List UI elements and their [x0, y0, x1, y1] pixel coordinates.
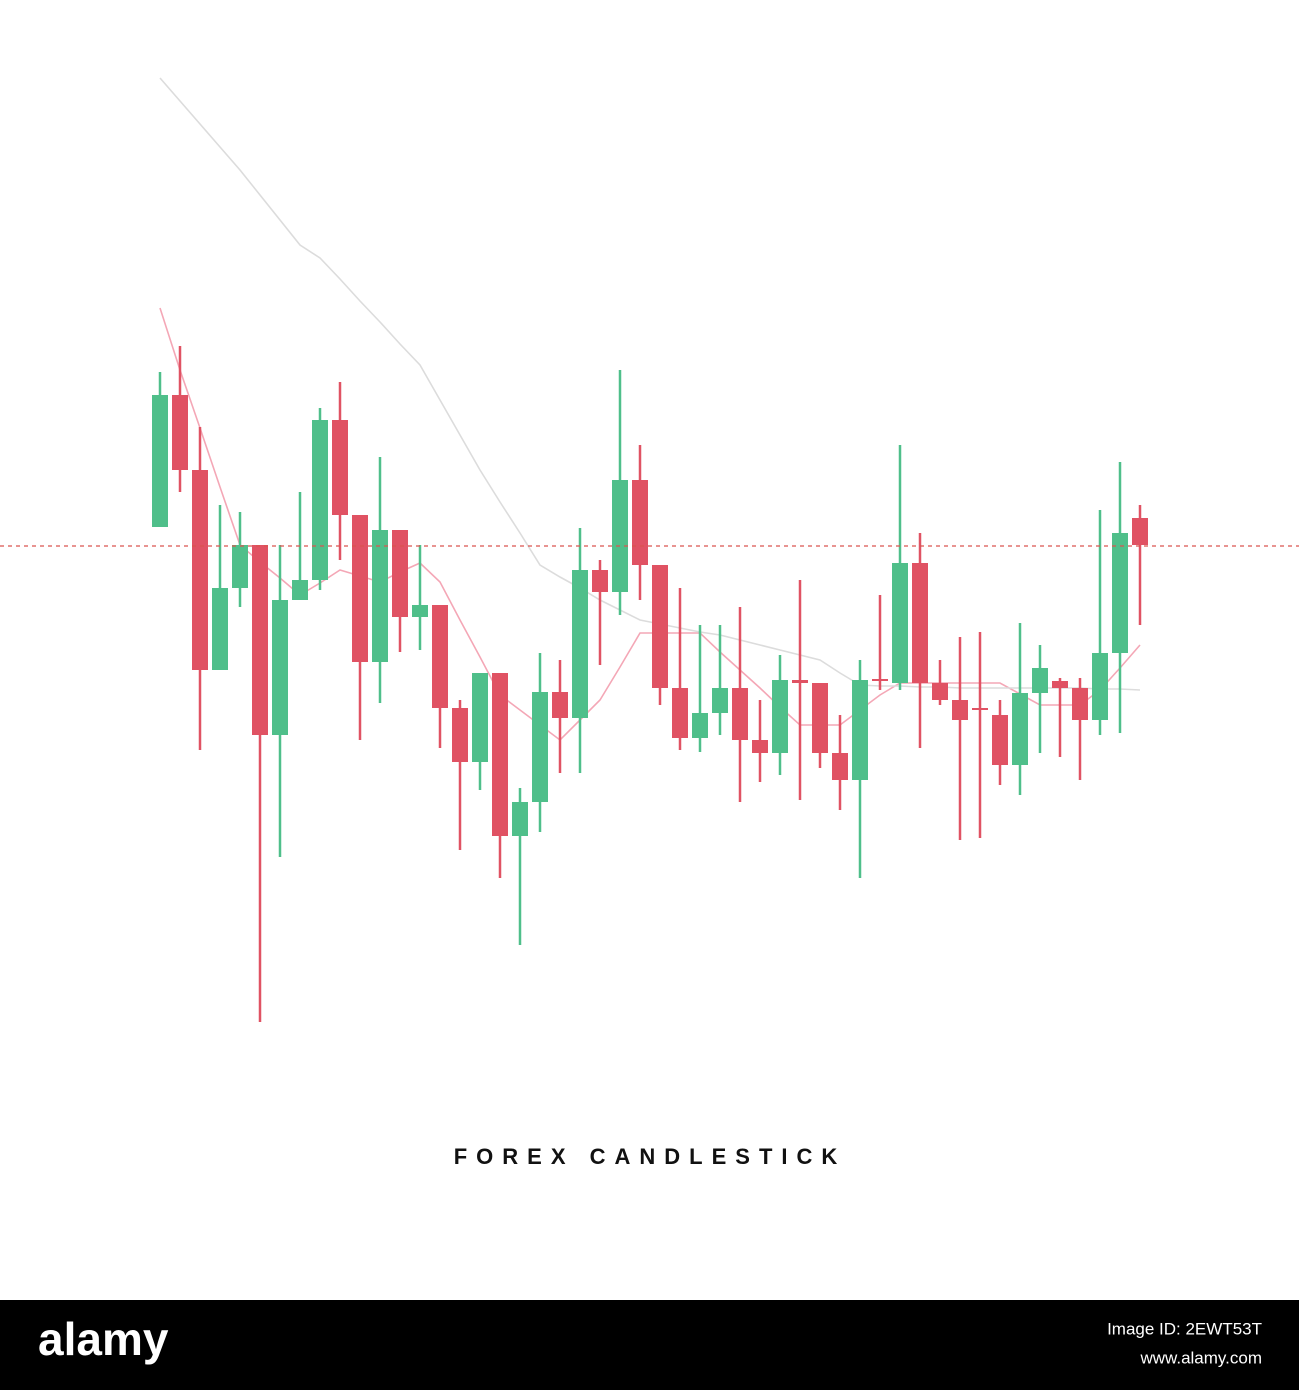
- candle-body: [252, 545, 268, 735]
- candle-body: [852, 680, 868, 780]
- candle-body: [272, 600, 288, 735]
- candle-body: [632, 480, 648, 565]
- candle-body: [992, 715, 1008, 765]
- candle-body: [1112, 533, 1128, 653]
- candle-body: [512, 802, 528, 836]
- candle-body: [392, 530, 408, 617]
- candle-body: [1012, 693, 1028, 765]
- candle-body: [712, 688, 728, 713]
- candle-body: [972, 708, 988, 710]
- footer-brand: alamy: [38, 1313, 169, 1365]
- candle-body: [312, 420, 328, 580]
- candle-body: [832, 753, 848, 780]
- candle-body: [592, 570, 608, 592]
- candle-body: [452, 708, 468, 762]
- chart-title: FOREX CANDLESTICK: [454, 1144, 847, 1169]
- footer-image-id: Image ID: 2EWT53T: [1107, 1319, 1262, 1338]
- candle-body: [1032, 668, 1048, 693]
- candle-body: [372, 530, 388, 662]
- candle-body: [192, 470, 208, 670]
- candle-body: [212, 588, 228, 670]
- candle-body: [652, 565, 668, 688]
- candle-body: [492, 673, 508, 836]
- candle-body: [792, 680, 808, 683]
- candle-body: [732, 688, 748, 740]
- candle-body: [772, 680, 788, 753]
- candle-body: [872, 679, 888, 681]
- candle-body: [412, 605, 428, 617]
- candle-body: [472, 673, 488, 762]
- candle-body: [572, 570, 588, 718]
- candle-body: [232, 545, 248, 588]
- candle-body: [692, 713, 708, 738]
- candle-body: [812, 683, 828, 753]
- candle-body: [1092, 653, 1108, 720]
- candle-body: [912, 563, 928, 683]
- candle-body: [432, 605, 448, 708]
- candle-body: [612, 480, 628, 592]
- candle-body: [552, 692, 568, 718]
- candle-body: [1052, 681, 1068, 688]
- candle-body: [752, 740, 768, 753]
- candle-body: [532, 692, 548, 802]
- candle-body: [892, 563, 908, 683]
- candle-body: [292, 580, 308, 600]
- candle-body: [1132, 518, 1148, 545]
- footer-site: www.alamy.com: [1139, 1348, 1262, 1367]
- candle-body: [952, 700, 968, 720]
- candle-body: [172, 395, 188, 470]
- candle-body: [672, 688, 688, 738]
- candle-body: [932, 683, 948, 700]
- moving-average-line: [159, 307, 1141, 742]
- candle-body: [152, 395, 168, 527]
- plot: [0, 77, 1299, 1022]
- candle-body: [332, 420, 348, 515]
- candle-body: [352, 515, 368, 662]
- candle-body: [1072, 688, 1088, 720]
- moving-average-line: [159, 77, 1141, 691]
- footer-bar: [0, 1300, 1299, 1390]
